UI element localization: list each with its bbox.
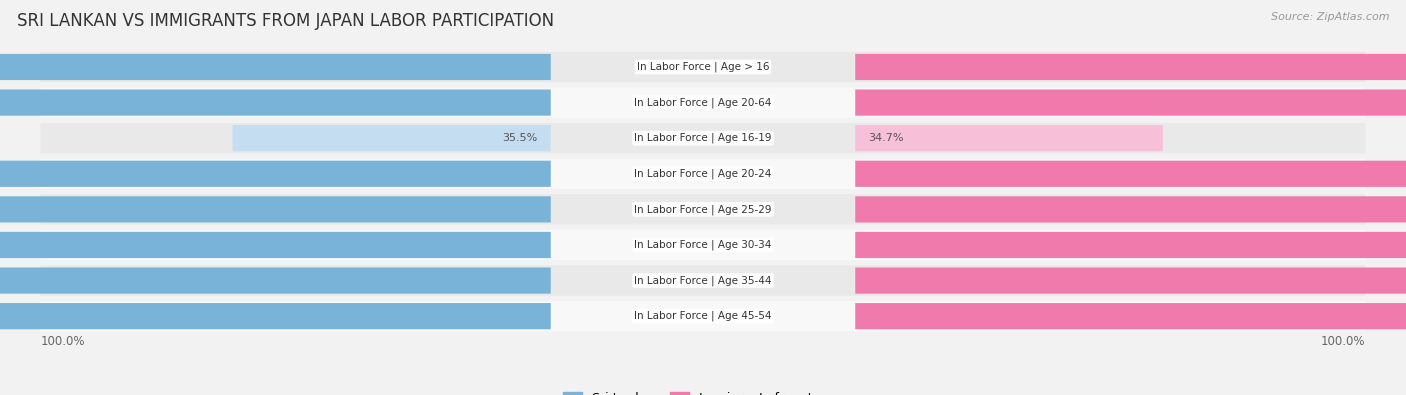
FancyBboxPatch shape xyxy=(0,161,551,187)
Text: In Labor Force | Age 45-54: In Labor Force | Age 45-54 xyxy=(634,311,772,322)
Text: Source: ZipAtlas.com: Source: ZipAtlas.com xyxy=(1271,12,1389,22)
FancyBboxPatch shape xyxy=(855,303,1406,329)
Text: In Labor Force | Age 16-19: In Labor Force | Age 16-19 xyxy=(634,133,772,143)
FancyBboxPatch shape xyxy=(855,90,1406,116)
FancyBboxPatch shape xyxy=(855,125,1163,151)
Text: In Labor Force | Age 20-64: In Labor Force | Age 20-64 xyxy=(634,97,772,108)
FancyBboxPatch shape xyxy=(232,125,551,151)
FancyBboxPatch shape xyxy=(855,267,1406,293)
Text: 100.0%: 100.0% xyxy=(1322,335,1365,348)
FancyBboxPatch shape xyxy=(41,265,1365,296)
Text: In Labor Force | Age 30-34: In Labor Force | Age 30-34 xyxy=(634,240,772,250)
Text: In Labor Force | Age > 16: In Labor Force | Age > 16 xyxy=(637,62,769,72)
FancyBboxPatch shape xyxy=(0,54,551,80)
FancyBboxPatch shape xyxy=(41,159,1365,189)
Legend: Sri Lankan, Immigrants from Japan: Sri Lankan, Immigrants from Japan xyxy=(558,387,848,395)
FancyBboxPatch shape xyxy=(0,232,551,258)
FancyBboxPatch shape xyxy=(855,161,1406,187)
Text: In Labor Force | Age 25-29: In Labor Force | Age 25-29 xyxy=(634,204,772,214)
FancyBboxPatch shape xyxy=(0,196,551,222)
FancyBboxPatch shape xyxy=(41,230,1365,260)
FancyBboxPatch shape xyxy=(41,194,1365,224)
Text: In Labor Force | Age 20-24: In Labor Force | Age 20-24 xyxy=(634,169,772,179)
FancyBboxPatch shape xyxy=(41,87,1365,118)
FancyBboxPatch shape xyxy=(0,267,551,293)
Text: SRI LANKAN VS IMMIGRANTS FROM JAPAN LABOR PARTICIPATION: SRI LANKAN VS IMMIGRANTS FROM JAPAN LABO… xyxy=(17,12,554,30)
FancyBboxPatch shape xyxy=(855,54,1406,80)
FancyBboxPatch shape xyxy=(0,90,551,116)
FancyBboxPatch shape xyxy=(41,52,1365,82)
FancyBboxPatch shape xyxy=(855,196,1406,222)
FancyBboxPatch shape xyxy=(41,123,1365,153)
FancyBboxPatch shape xyxy=(855,232,1406,258)
Text: 34.7%: 34.7% xyxy=(869,133,904,143)
Text: 35.5%: 35.5% xyxy=(502,133,537,143)
Text: In Labor Force | Age 35-44: In Labor Force | Age 35-44 xyxy=(634,275,772,286)
Text: 100.0%: 100.0% xyxy=(41,335,84,348)
FancyBboxPatch shape xyxy=(41,301,1365,331)
FancyBboxPatch shape xyxy=(0,303,551,329)
